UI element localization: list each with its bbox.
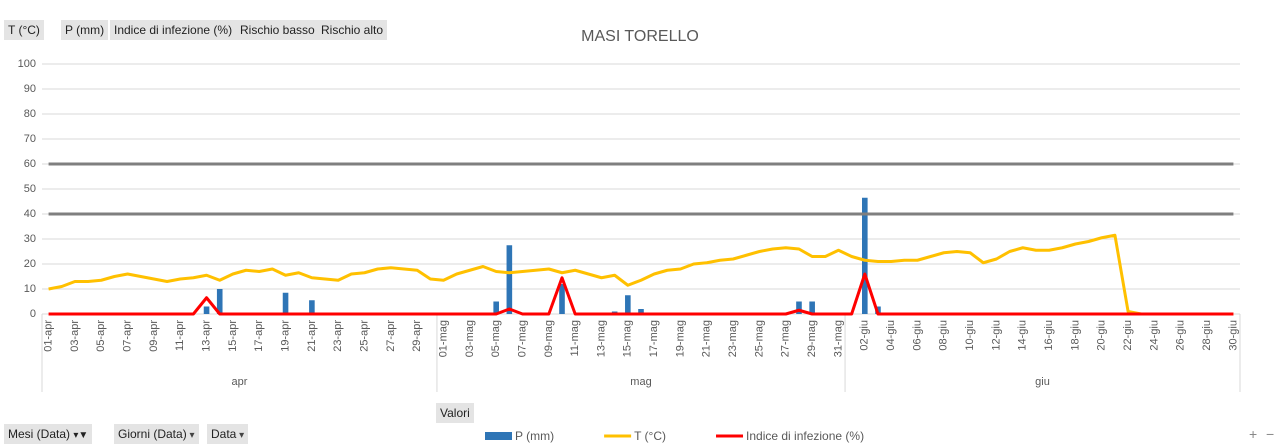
x-tick-label: 11-mag	[569, 320, 581, 356]
x-tick-label: 25-mag	[753, 320, 765, 357]
bar	[862, 197, 868, 314]
zoom-in[interactable]: +	[1245, 424, 1263, 444]
bar	[309, 300, 315, 314]
bar	[638, 309, 644, 314]
month-label: giu	[1035, 376, 1050, 388]
bar	[216, 289, 223, 314]
bar	[506, 245, 513, 314]
legend-label: Indice di infezione (%)	[746, 429, 864, 443]
x-tick-label: 07-mag	[516, 320, 528, 357]
x-tick-label: 23-apr	[332, 320, 344, 352]
bar	[809, 301, 815, 314]
field-button[interactable]: P (mm)	[61, 20, 110, 40]
zoom-out[interactable]: −	[1262, 424, 1280, 444]
x-tick-label: 21-mag	[701, 320, 713, 357]
x-tick-label: 27-mag	[780, 320, 792, 357]
x-tick-label: 17-mag	[648, 320, 660, 357]
bar	[559, 284, 565, 314]
x-tick-label: 22-giu	[1122, 320, 1134, 351]
field-button[interactable]: T (°C)	[4, 20, 45, 40]
x-tick-label: 18-giu	[1069, 320, 1081, 351]
y-tick-label: 30	[24, 233, 36, 245]
y-tick-label: 20	[24, 258, 36, 270]
x-tick-label: 20-giu	[1096, 320, 1108, 351]
x-tick-label: 30-giu	[1227, 320, 1239, 351]
x-tick-label: 05-mag	[490, 320, 502, 357]
x-tick-label: 01-apr	[42, 320, 54, 352]
x-tick-label: 21-apr	[306, 320, 318, 352]
y-tick-label: 60	[24, 158, 36, 170]
x-tick-label: 29-mag	[806, 320, 818, 357]
x-tick-label: 25-apr	[358, 320, 370, 352]
bar	[796, 301, 802, 314]
x-tick-label: 05-apr	[95, 320, 107, 352]
x-tick-label: 19-apr	[279, 320, 291, 352]
legend-label: P (mm)	[515, 429, 554, 443]
values-button[interactable]: Valori	[436, 403, 475, 423]
x-tick-label: 17-apr	[253, 320, 265, 352]
x-tick-label: 26-giu	[1175, 320, 1187, 351]
x-tick-label: 01-mag	[437, 320, 449, 357]
x-tick-label: 07-apr	[121, 320, 133, 352]
bar	[493, 301, 499, 314]
y-tick-label: 90	[24, 83, 36, 95]
series-line	[48, 272, 1234, 316]
field-button[interactable]: Indice di infezione (%)	[110, 20, 238, 40]
x-tick-label: 15-apr	[227, 320, 239, 352]
legend-swatch	[485, 432, 512, 440]
x-tick-label: 12-giu	[990, 320, 1002, 351]
legend-label: T (°C)	[634, 429, 666, 443]
y-tick-label: 40	[24, 208, 36, 220]
field-button[interactable]: Rischio basso	[236, 20, 320, 40]
y-tick-label: 100	[18, 58, 36, 70]
x-tick-label: 02-giu	[859, 320, 871, 351]
y-tick-label: 80	[24, 108, 36, 120]
x-tick-label: 24-giu	[1148, 320, 1160, 351]
x-tick-label: 14-giu	[1017, 320, 1029, 351]
x-tick-label: 29-apr	[411, 320, 423, 352]
x-tick-label: 03-apr	[69, 320, 81, 352]
x-tick-label: 23-mag	[727, 320, 739, 357]
x-tick-label: 31-mag	[832, 320, 844, 357]
month-label: apr	[232, 376, 248, 388]
x-tick-label: 09-mag	[543, 320, 555, 357]
x-tick-label: 13-mag	[595, 320, 607, 357]
bar	[625, 295, 631, 314]
y-tick-label: 70	[24, 133, 36, 145]
x-tick-label: 11-apr	[174, 320, 186, 351]
row-field-button[interactable]: Giorni (Data)	[114, 424, 200, 444]
y-tick-label: 10	[24, 283, 36, 295]
bar	[203, 306, 210, 314]
row-field-button[interactable]: Mesi (Data) ▾▼	[4, 424, 94, 444]
x-tick-label: 08-giu	[938, 320, 950, 351]
series-line	[48, 233, 1234, 316]
y-tick-label: 50	[24, 183, 36, 195]
x-tick-label: 27-apr	[385, 320, 397, 352]
field-button[interactable]: Rischio alto	[317, 20, 389, 40]
x-tick-label: 09-apr	[148, 320, 160, 352]
x-tick-label: 04-giu	[885, 320, 897, 351]
chart-title: MASI TORELLO	[581, 28, 699, 45]
bar	[282, 292, 289, 314]
row-field-button[interactable]: Data	[207, 424, 250, 444]
x-tick-label: 28-giu	[1201, 320, 1213, 351]
x-tick-label: 13-apr	[200, 320, 212, 352]
x-tick-label: 10-giu	[964, 320, 976, 351]
row-field-label: Mesi (Data)	[8, 427, 71, 441]
month-label: mag	[630, 376, 651, 388]
x-tick-label: 15-mag	[622, 320, 634, 357]
x-tick-label: 03-mag	[464, 320, 476, 357]
x-tick-label: 16-giu	[1043, 320, 1055, 351]
x-tick-label: 06-giu	[911, 320, 923, 351]
y-tick-label: 0	[30, 308, 36, 320]
x-tick-label: 19-mag	[674, 320, 686, 357]
